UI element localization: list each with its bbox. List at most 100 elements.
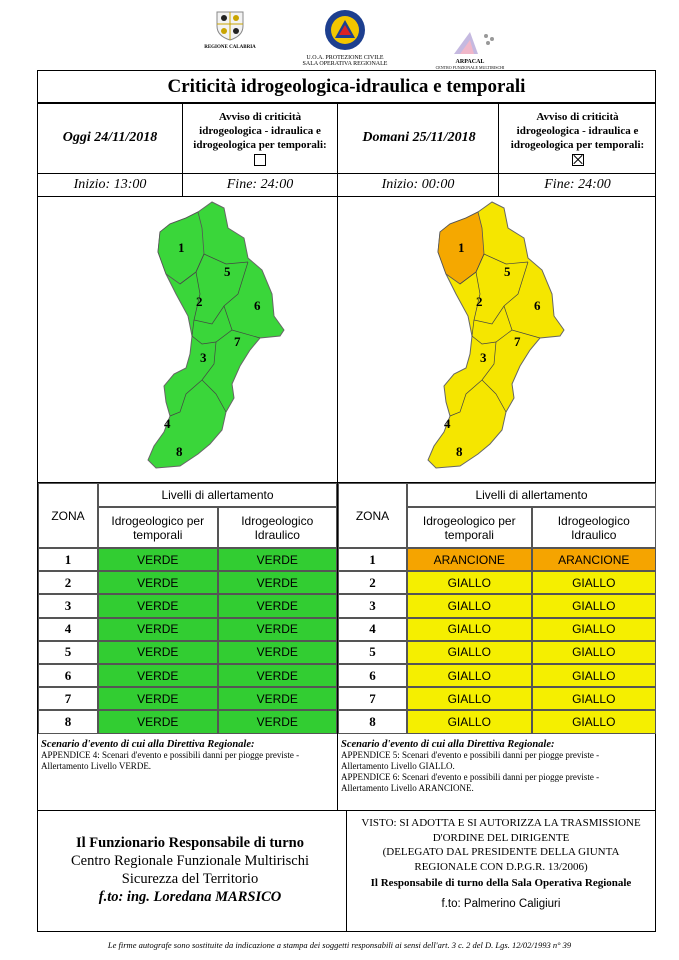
visto-line: VISTO: SI ADOTTA E SI AUTORIZZA LA TRASM… [361,817,641,829]
zone-label: 4 [164,416,171,431]
header-line: Idraulico [254,527,300,542]
level-idrogeologico-temporali: GIALLO [407,664,532,688]
zone-number: 1 [38,548,98,572]
zone-label: 6 [254,298,261,313]
header-line: temporali [444,527,494,542]
zone-label: 7 [514,334,521,349]
visto-line: REGIONALE CON D.P.G.R. 13/2006) [414,860,588,873]
scenario-line: Allertamento Livello ARANCIONE. [341,783,474,793]
zone-border [169,341,217,417]
level-idrogeologico-temporali: VERDE [98,617,218,641]
alert-table-today: ZONA Livelli di allertamento Idrogeologico… [38,483,337,734]
level-idrogeologico-temporali: GIALLO [407,594,532,618]
right-fine: Fine: 24:00 [544,177,611,192]
level-idrogeologico-idraulico: VERDE [217,617,337,641]
zone-label: 3 [480,350,487,365]
zone-number: 5 [38,640,98,664]
zone-border [471,319,541,345]
left-fine: Fine: 24:00 [226,177,294,192]
zone-border [459,253,529,285]
level-idrogeologico-idraulico: VERDE [217,571,337,595]
scenario-title: Scenario d'evento di cui alla Direttiva … [41,739,255,750]
zone-label: 4 [444,416,451,431]
zone-border [449,341,497,417]
avviso-line: idrogeologica per temporali: [510,139,645,151]
zone-number: 3 [38,594,98,618]
signature-left: Il Funzionario Responsabile di turno Cen… [40,834,340,906]
zone-number: 4 [338,617,407,641]
visto-line: D'ORDINE DEL DIRIGENTE [432,831,570,844]
zone-number: 7 [338,687,407,711]
divider [37,482,656,483]
divider [37,196,656,197]
level-idrogeologico-idraulico: GIALLO [531,640,656,664]
left-avviso: Avviso di criticità idrogeologica - idra… [183,110,337,170]
header-line: temporali [133,527,183,542]
col-header-livelli: Livelli di allertamento [407,483,656,507]
col-header-idro-idraulico: Idrogeologico Idraulico [531,507,656,548]
signature-role: Il Funzionario Responsabile di turno [75,835,304,851]
level-idrogeologico-idraulico: VERDE [217,710,337,734]
responsabile-name: f.to: Palmerino Caligiuri [441,897,561,910]
col-header-idro-idraulico: Idrogeologico Idraulico [217,507,337,548]
avviso-line: Avviso di criticità [218,111,302,123]
level-idrogeologico-idraulico: GIALLO [531,617,656,641]
zone-label: 6 [534,298,541,313]
level-idrogeologico-temporali: GIALLO [407,617,532,641]
header-line: Idrogeologico per [111,513,205,528]
right-avviso-checkbox [571,154,584,166]
scenario-line: Allertamento Livello GIALLO. [341,761,455,771]
zone-number: 8 [38,710,98,734]
level-idrogeologico-idraulico: VERDE [217,687,337,711]
scenario-line: Allertamento Livello VERDE. [41,761,152,771]
left-inizio: Inizio: 13:00 [73,177,147,192]
col-header-idro-temporali: Idrogeologico per temporali [98,507,218,548]
logo-right-sub: CENTRO FUNZIONALE MULTIRISCHI [435,65,505,70]
level-idrogeologico-idraulico: VERDE [217,548,337,572]
header-line: Idrogeologico [557,513,630,528]
header-line: Idrogeologico [241,513,314,528]
avviso-line: idrogeologica - idraulica e [516,125,639,137]
level-idrogeologico-idraulico: GIALLO [531,664,656,688]
tomorrow-date: Domani 25/11/2018 [362,130,476,145]
level-idrogeologico-temporali: GIALLO [407,687,532,711]
zone-number: 3 [338,594,407,618]
zone-number: 4 [38,617,98,641]
zone-number: 7 [38,687,98,711]
level-idrogeologico-temporali: VERDE [98,640,218,664]
left-avviso-checkbox [254,154,266,166]
logo-arpacal: ARPACAL CENTRO FUNZIONALE MULTIRISCHI [420,30,520,71]
divider [37,173,656,174]
level-idrogeologico-temporali: VERDE [98,548,218,572]
zone-label: 8 [456,444,463,459]
scenario-line: APPENDICE 4: Scenari d'evento e possibil… [41,750,300,760]
zone-border [503,305,513,331]
arpacal-icon [454,32,494,54]
level-idrogeologico-idraulico: VERDE [217,664,337,688]
logo-protezione-civile: U.O.A. PROTEZIONE CIVILE SALA OPERATIVA … [290,8,400,67]
signature-dept: Sicurezza del Territorio [121,871,259,887]
level-idrogeologico-idraulico: ARANCIONE [531,548,656,572]
zone-border [473,261,529,325]
signature-office: Centro Regionale Funzionale Multirischi [71,853,309,869]
zone-label: 1 [458,240,465,255]
divider [182,103,183,196]
avviso-line: idrogeologica - idraulica e [199,125,321,137]
zone-label: 2 [196,294,203,309]
level-idrogeologico-temporali: VERDE [98,571,218,595]
col-header-idro-temporali: Idrogeologico per temporali [407,507,532,548]
level-idrogeologico-idraulico: GIALLO [531,687,656,711]
divider [346,810,347,932]
divider [37,102,656,104]
scenario-line: APPENDICE 5: Scenari d'evento e possibil… [341,750,600,760]
signature-right: VISTO: SI ADOTTA E SI AUTORIZZA LA TRASM… [348,816,654,911]
scenario-tomorrow: Scenario d'evento di cui alla Direttiva … [341,739,653,794]
zone-number: 6 [38,664,98,688]
header-line: Idraulico [571,527,617,542]
zone-border [191,319,261,345]
zone-border [193,261,249,325]
zone-label: 1 [178,240,185,255]
level-idrogeologico-idraulico: GIALLO [531,710,656,734]
col-header-zona: ZONA [38,483,98,548]
zone-label: 2 [476,294,483,309]
